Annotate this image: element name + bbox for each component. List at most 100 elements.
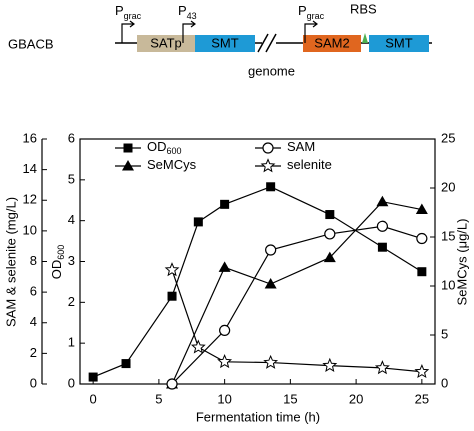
y-tick-label: 1 xyxy=(68,335,75,350)
marker xyxy=(262,142,274,154)
marker xyxy=(374,360,390,375)
marker xyxy=(166,378,178,390)
x-tick-label: 10 xyxy=(217,391,231,406)
x-tick-label: 15 xyxy=(283,391,297,406)
marker xyxy=(220,199,230,209)
marker xyxy=(218,261,231,272)
construct-diagram: GBACB SATp SMT SAM2 SMT RBS genome Pgrac… xyxy=(8,1,432,78)
gene-box xyxy=(195,35,255,52)
y-tick-label: 3 xyxy=(68,253,75,268)
marker xyxy=(325,210,335,220)
y3-tick-label: 6 xyxy=(30,284,37,299)
promoter-main: P xyxy=(178,3,187,18)
marker xyxy=(121,359,131,369)
legend-label: selenite xyxy=(287,157,332,172)
y2-axis-label: SeMCys (μg/L) xyxy=(454,219,469,306)
marker xyxy=(266,182,276,192)
plot-frame xyxy=(79,138,436,385)
y2-tick-label: 20 xyxy=(441,179,455,194)
x-tick-label: 0 xyxy=(90,391,97,406)
promoter-sub: grac xyxy=(307,11,325,21)
y3-axis-label: SAM & selenite (mg/L) xyxy=(3,197,18,327)
y2-tick-label: 25 xyxy=(441,130,455,145)
y-label-main: OD xyxy=(49,260,64,280)
marker xyxy=(217,353,233,369)
x-tick-label: 25 xyxy=(415,391,429,406)
gene-label: SAM2 xyxy=(314,35,349,50)
promoter-label: Pgrac xyxy=(298,3,325,21)
marker xyxy=(324,228,336,240)
y3-tick-label: 4 xyxy=(30,314,37,329)
gene-label: SMT xyxy=(211,35,239,50)
gene-box xyxy=(137,35,195,52)
x-axis-label: Fermentation time (h) xyxy=(196,409,320,424)
strain-label: GBACB xyxy=(8,36,54,51)
x-tick-label: 20 xyxy=(349,391,363,406)
series-line xyxy=(171,201,422,385)
y-tick-label: 5 xyxy=(68,171,75,186)
promoter-label: P43 xyxy=(178,3,197,21)
gene-label: SMT xyxy=(385,35,413,50)
y3-tick-label: 14 xyxy=(23,161,37,176)
marker xyxy=(323,251,336,263)
promoter-arrow xyxy=(121,20,135,43)
y-tick-label: 4 xyxy=(68,212,75,227)
marker xyxy=(376,195,389,207)
promoter-sub: grac xyxy=(124,11,142,21)
y2-tick-label: 10 xyxy=(441,277,455,292)
marker xyxy=(377,242,387,252)
y3-tick-label: 12 xyxy=(23,192,37,207)
marker xyxy=(265,244,277,256)
marker xyxy=(164,262,180,277)
y3-tick-label: 2 xyxy=(30,345,37,360)
legend-item: OD600 xyxy=(115,139,182,156)
y-tick-label: 0 xyxy=(68,375,75,390)
break-mark xyxy=(257,33,269,53)
series-line xyxy=(171,225,423,385)
marker xyxy=(260,158,276,173)
marker xyxy=(193,217,203,227)
marker xyxy=(122,160,134,171)
chart: Fermentation time (h) SAM & selenite (mg… xyxy=(3,130,469,424)
promoter-sub: 43 xyxy=(187,11,197,21)
gene-box xyxy=(303,35,361,52)
legend-name: OD xyxy=(147,139,167,154)
gene-label: SATp xyxy=(150,35,182,50)
marker xyxy=(414,364,430,379)
legend-item: SAM xyxy=(255,139,315,154)
marker xyxy=(417,267,427,277)
y2-tick-label: 15 xyxy=(441,228,455,243)
marker xyxy=(415,203,428,215)
legend-name: SeMCys xyxy=(147,157,197,172)
legend-sub: 600 xyxy=(167,146,182,156)
legend-item: SeMCys xyxy=(115,157,197,172)
marker xyxy=(376,220,389,232)
promoter-main: P xyxy=(115,3,124,18)
marker xyxy=(167,291,177,301)
marker xyxy=(322,357,338,372)
y3-tick-label: 16 xyxy=(23,130,37,145)
rbs-mark xyxy=(362,33,368,43)
y3-tick-label: 10 xyxy=(23,222,37,237)
promoter-arrow xyxy=(304,20,318,43)
marker xyxy=(123,143,133,153)
legend-item: selenite xyxy=(255,157,332,172)
marker xyxy=(264,278,277,289)
legend-name: selenite xyxy=(287,157,332,172)
rbs-label: RBS xyxy=(350,1,377,16)
break-mark xyxy=(265,33,277,53)
promoter-label: Pgrac xyxy=(115,3,142,21)
promoter-main: P xyxy=(298,3,307,18)
gene-box xyxy=(369,35,429,52)
marker xyxy=(219,324,231,337)
promoter-arrow xyxy=(182,20,196,43)
y3-tick-label: 0 xyxy=(30,375,37,390)
y-axis-label: OD600 xyxy=(49,245,66,280)
y-tick-label: 6 xyxy=(68,130,75,145)
y3-tick-label: 8 xyxy=(30,253,37,268)
series-line xyxy=(171,269,422,373)
genome-label: genome xyxy=(248,63,295,78)
legend-name: SAM xyxy=(287,139,315,154)
promoter-arrows xyxy=(121,20,318,43)
